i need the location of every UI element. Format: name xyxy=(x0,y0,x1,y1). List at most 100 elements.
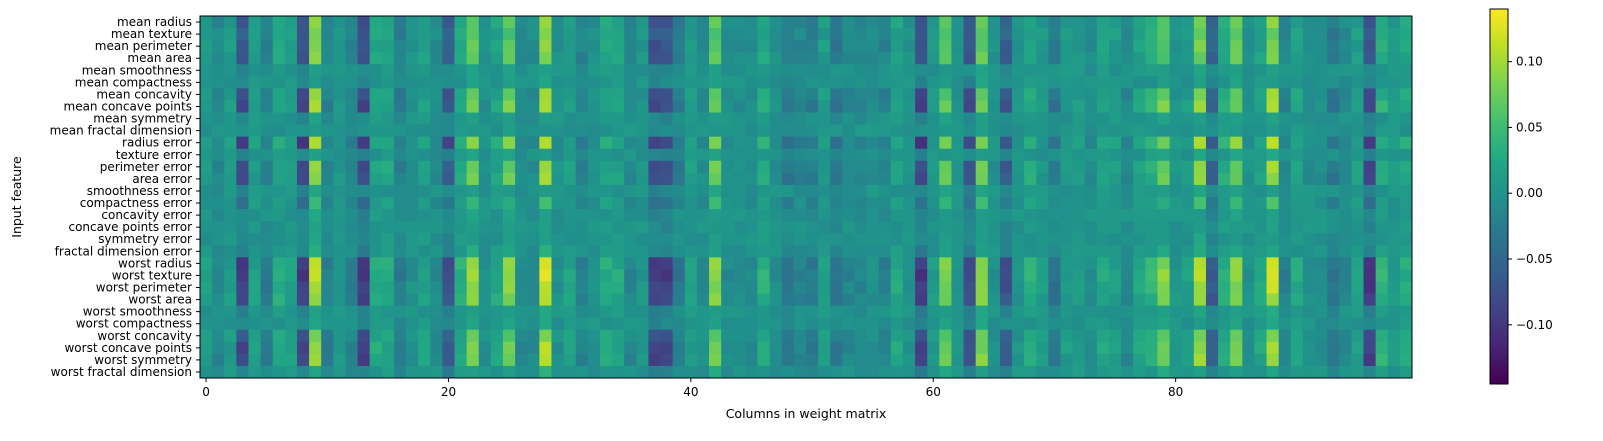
heatmap-cell xyxy=(1254,172,1267,186)
heatmap-cell xyxy=(248,209,261,222)
heatmap-cell xyxy=(406,305,419,319)
heatmap-cell xyxy=(769,245,783,258)
heatmap-cell xyxy=(1072,40,1086,53)
heatmap-cell xyxy=(1399,257,1413,270)
heatmap-cell xyxy=(345,40,358,53)
heatmap-cell xyxy=(1339,209,1352,222)
heatmap-cell xyxy=(575,209,589,222)
heatmap-cell xyxy=(1266,209,1280,222)
heatmap-cell xyxy=(1012,197,1025,210)
heatmap-cell xyxy=(466,233,480,246)
heatmap-cell xyxy=(1193,317,1207,331)
heatmap-cell xyxy=(1387,245,1401,258)
heatmap-cell xyxy=(1096,136,1110,150)
heatmap-cell xyxy=(975,245,989,258)
heatmap-cell xyxy=(478,221,492,234)
heatmap-cell xyxy=(1060,209,1074,222)
heatmap-cell xyxy=(963,100,977,113)
heatmap-cell xyxy=(551,100,564,113)
heatmap-cell xyxy=(551,40,564,53)
heatmap-cell xyxy=(260,88,274,101)
heatmap-cell xyxy=(1193,100,1207,113)
heatmap-cell xyxy=(478,293,492,306)
heatmap-cell xyxy=(745,52,758,65)
heatmap-cell xyxy=(624,88,637,101)
heatmap-cell xyxy=(1084,112,1098,125)
heatmap-cell xyxy=(284,172,298,186)
heatmap-cell xyxy=(854,293,867,306)
heatmap-cell xyxy=(1157,209,1170,222)
heatmap-cell xyxy=(1218,245,1231,258)
heatmap-cell xyxy=(963,124,977,138)
heatmap-cell xyxy=(987,281,1001,294)
heatmap-cell xyxy=(648,365,661,379)
heatmap-cell xyxy=(587,305,601,319)
heatmap-cell xyxy=(915,317,928,331)
heatmap-cell xyxy=(1351,124,1364,138)
heatmap-cell xyxy=(260,221,274,234)
heatmap-cell xyxy=(854,28,867,41)
heatmap-cell xyxy=(1387,40,1401,53)
heatmap-cell xyxy=(1060,52,1074,65)
heatmap-cell xyxy=(587,88,601,101)
heatmap-cell xyxy=(1254,148,1267,162)
heatmap-cell xyxy=(1290,64,1304,77)
heatmap-cell xyxy=(999,172,1013,186)
heatmap-cell xyxy=(527,112,540,125)
heatmap-cell xyxy=(1339,112,1352,125)
heatmap-cell xyxy=(357,100,371,113)
heatmap-cell xyxy=(1060,341,1074,355)
heatmap-cell xyxy=(842,40,855,53)
heatmap-cell xyxy=(721,209,734,222)
heatmap-cell xyxy=(563,293,577,306)
heatmap-cell xyxy=(1121,209,1134,222)
heatmap-cell xyxy=(1012,341,1025,355)
heatmap-cell xyxy=(1133,257,1146,270)
heatmap-cell xyxy=(527,233,540,246)
heatmap-cell xyxy=(418,233,431,246)
heatmap-cell xyxy=(1375,353,1389,367)
heatmap-cell xyxy=(1084,245,1098,258)
heatmap-cell xyxy=(406,293,419,306)
heatmap-cell xyxy=(381,209,395,222)
heatmap-cell xyxy=(418,341,431,355)
heatmap-cell xyxy=(1399,148,1413,162)
heatmap-cell xyxy=(1327,160,1340,174)
heatmap-cell xyxy=(769,257,783,270)
heatmap-cell xyxy=(1060,124,1074,138)
heatmap-cell xyxy=(818,221,831,234)
heatmap-cell xyxy=(927,148,940,162)
heatmap-cell xyxy=(1024,293,1037,306)
heatmap-cell xyxy=(1327,353,1340,367)
heatmap-cell xyxy=(454,136,468,150)
heatmap-cell xyxy=(1327,221,1340,234)
heatmap-cell xyxy=(442,197,455,210)
heatmap-cell xyxy=(1351,209,1364,222)
heatmap-cell xyxy=(684,124,698,138)
heatmap-cell xyxy=(1375,184,1389,198)
heatmap-cell xyxy=(260,112,274,125)
heatmap-cell xyxy=(212,52,225,65)
heatmap-cell xyxy=(793,269,807,282)
heatmap-cell xyxy=(878,365,892,379)
heatmap-cell xyxy=(1048,197,1061,210)
heatmap-cell xyxy=(1387,112,1401,125)
heatmap-cell xyxy=(1302,317,1316,331)
heatmap-cell xyxy=(248,245,261,258)
heatmap-cell xyxy=(1266,293,1280,306)
heatmap-cell xyxy=(866,293,880,306)
heatmap-cell xyxy=(1024,100,1037,113)
heatmap-cell xyxy=(818,184,831,198)
heatmap-cell xyxy=(442,28,455,41)
heatmap-cell xyxy=(333,365,346,379)
heatmap-cell xyxy=(1230,317,1243,331)
heatmap-cell xyxy=(648,64,661,77)
heatmap-cell xyxy=(551,16,564,29)
heatmap-cell xyxy=(503,293,516,306)
heatmap-cell xyxy=(1121,40,1134,53)
heatmap-cell xyxy=(915,52,928,65)
heatmap-cell xyxy=(1266,365,1280,379)
heatmap-cell xyxy=(842,64,855,77)
heatmap-cell xyxy=(1254,28,1267,41)
heatmap-cell xyxy=(672,124,686,138)
